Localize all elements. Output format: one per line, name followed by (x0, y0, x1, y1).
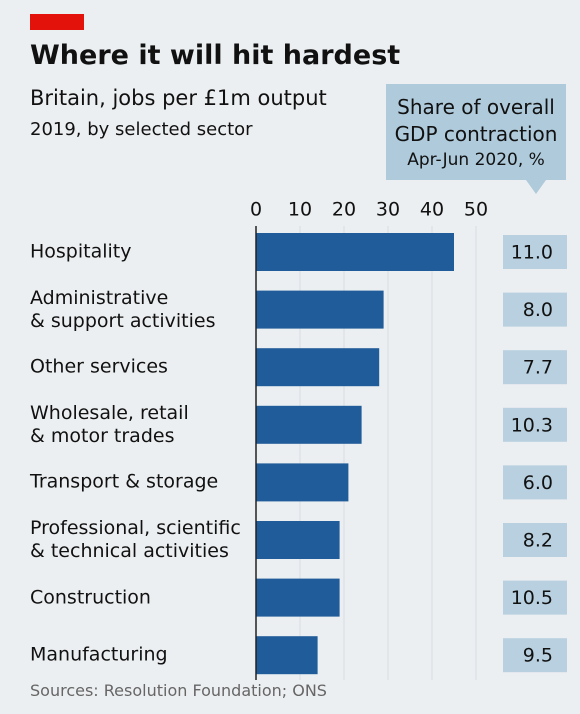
category-label: Other services (30, 355, 168, 378)
bar (256, 463, 349, 502)
column-title: Share of overall GDP contraction (394, 95, 558, 146)
column-cell (503, 523, 567, 557)
red-tag (30, 14, 84, 30)
column-header-box (386, 84, 566, 180)
column-value: 6.0 (523, 472, 553, 494)
column-value: 8.0 (523, 299, 553, 321)
bar (256, 233, 454, 271)
bar (256, 405, 362, 444)
column-cell (503, 407, 567, 442)
category-label: Manufacturing (30, 643, 168, 666)
column-cell (503, 580, 567, 615)
category-label: Hospitality (30, 240, 132, 263)
column-header-pointer (526, 180, 546, 194)
bar (256, 348, 380, 387)
column-value: 10.3 (511, 414, 553, 436)
bar (256, 636, 318, 675)
category-label: Wholesale, retail & motor trades (30, 401, 189, 447)
x-tick-label: 30 (376, 199, 400, 221)
column-cell (503, 235, 567, 269)
bar (256, 290, 384, 329)
category-label: Transport & storage (30, 470, 219, 493)
bar (256, 521, 340, 559)
column-value: 11.0 (511, 242, 553, 264)
x-tick-label: 0 (250, 199, 262, 221)
bar (256, 578, 340, 617)
column-value: 9.5 (523, 645, 553, 667)
chart-subtitle: Britain, jobs per £1m output (30, 86, 327, 110)
column-value: 8.2 (523, 530, 553, 552)
column-value: 7.7 (523, 357, 553, 379)
chart-title: Where it will hit hardest (30, 40, 401, 71)
column-value: 10.5 (511, 587, 553, 609)
source: Sources: Resolution Foundation; ONS (30, 681, 327, 700)
x-tick-label: 40 (420, 199, 444, 221)
column-cell (503, 292, 567, 327)
x-tick-label: 10 (288, 199, 312, 221)
column-cell (503, 465, 567, 500)
column-cell (503, 638, 567, 673)
x-tick-label: 50 (464, 199, 488, 221)
chart-note: 2019, by selected sector (30, 119, 253, 140)
category-label: Construction (30, 586, 151, 609)
category-label: Professional, scientific & technical act… (30, 517, 241, 562)
column-subtitle: Apr-Jun 2020, % (407, 150, 545, 170)
column-cell (503, 350, 567, 385)
x-tick-label: 20 (332, 199, 356, 221)
category-label: Administrative & support activities (30, 286, 216, 332)
